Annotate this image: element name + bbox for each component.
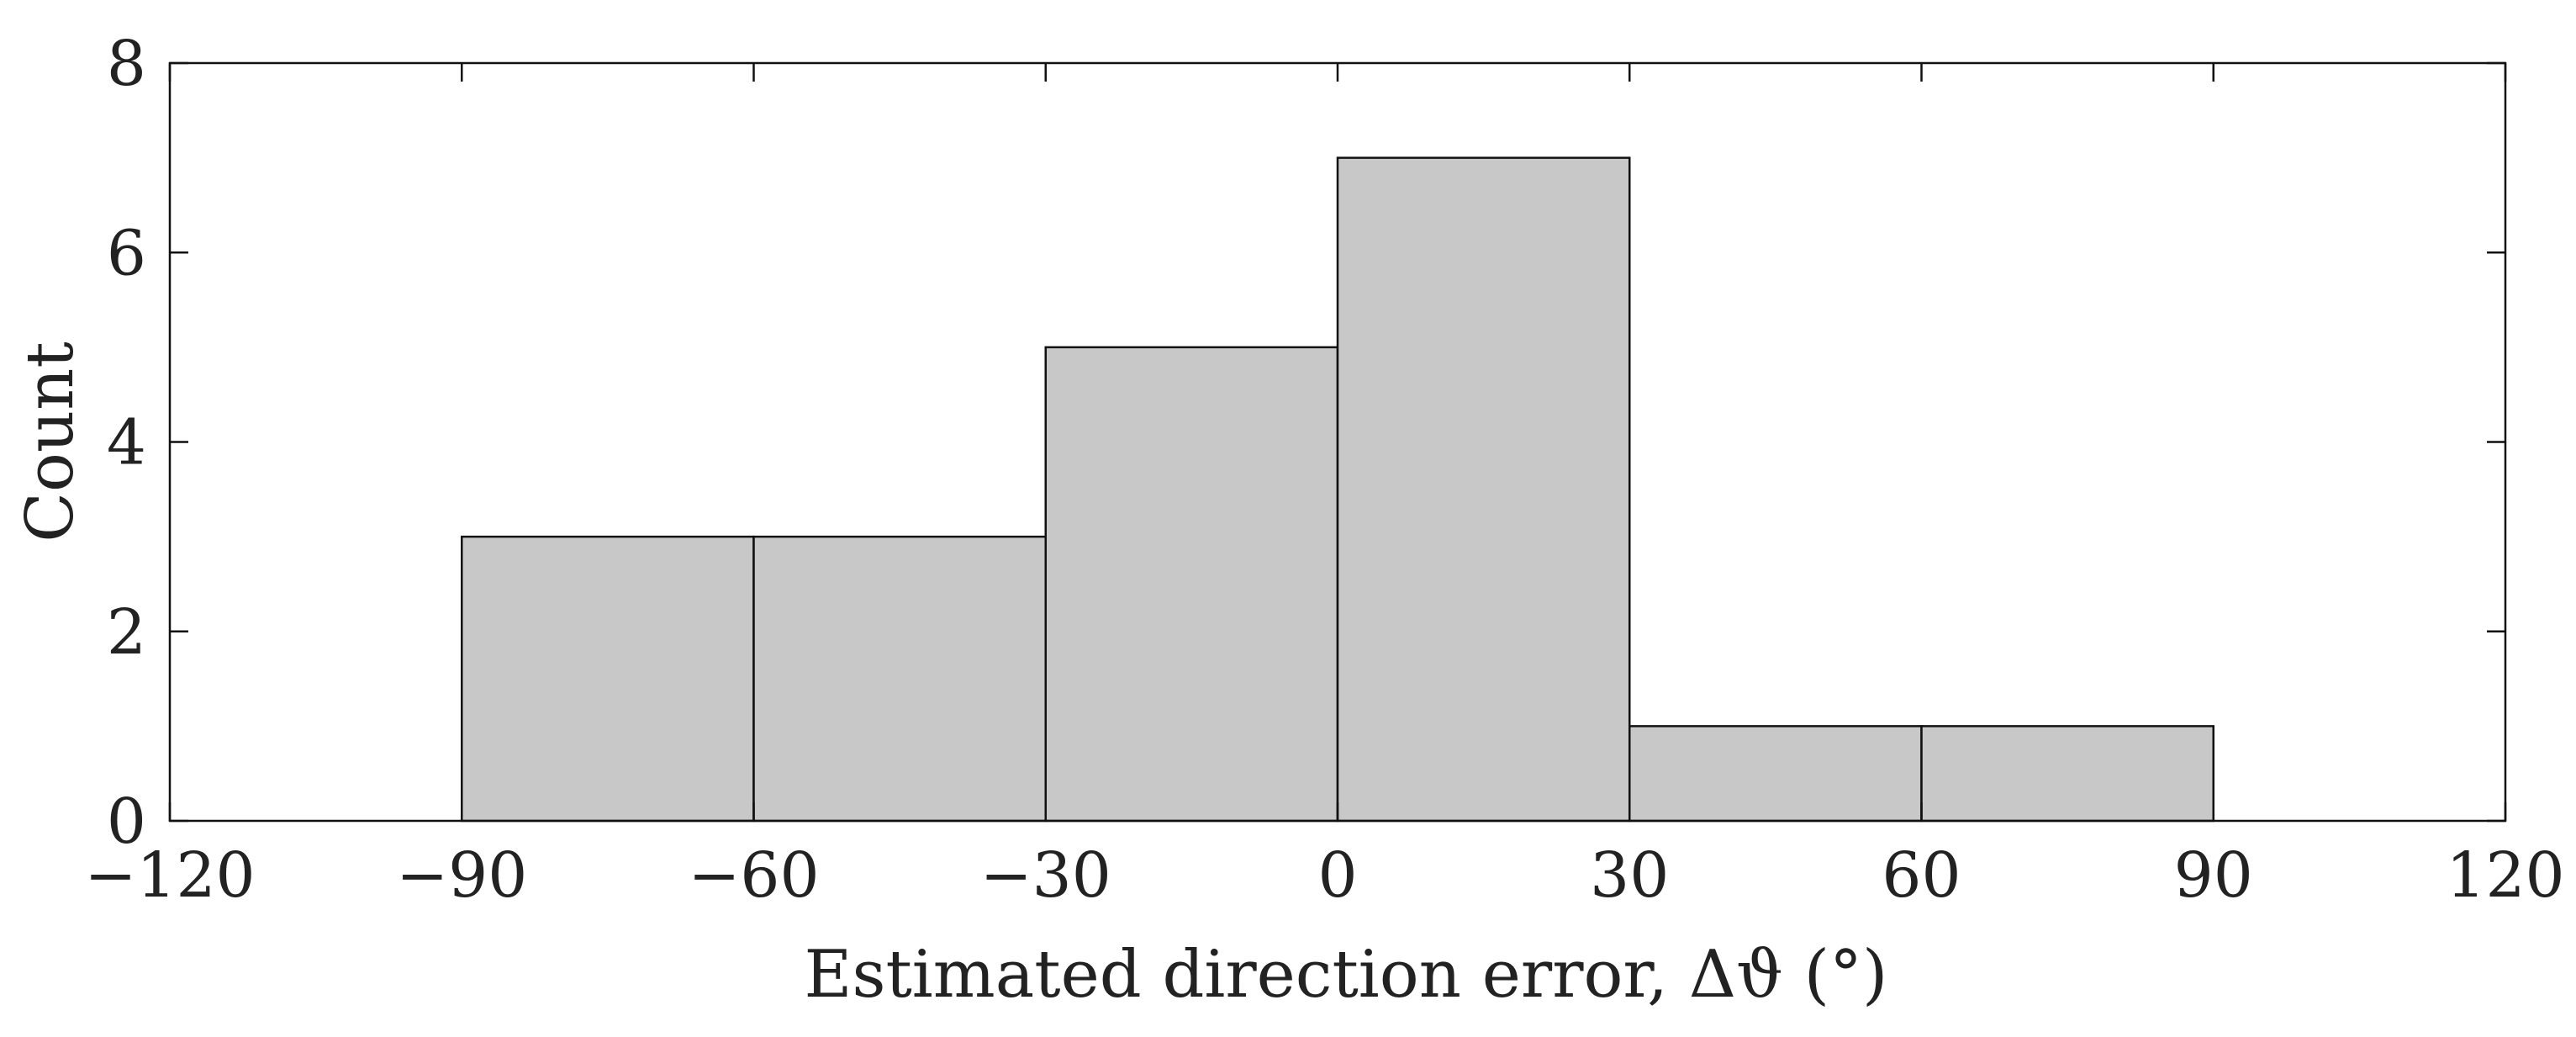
histogram-bar [461,535,755,823]
x-tick-label: −30 [980,839,1111,912]
y-tick-labels: 0 2 4 6 8 [107,28,146,858]
x-tick-labels: −120 −90 −60 −30 0 30 60 90 120 [84,839,2564,912]
x-tick-label: −90 [396,839,527,912]
y-tick-label: 0 [107,786,146,858]
histogram-bar [1044,346,1339,823]
y-tick-label: 6 [107,217,146,289]
x-tick-label: 120 [2446,839,2564,912]
x-tick-label: 0 [1317,839,1357,912]
y-tick-label: 8 [107,28,146,100]
x-tick-label: 30 [1590,839,1669,912]
y-axis-title: Count [13,341,88,542]
histogram-bar [1920,725,2214,823]
x-tick-label: 60 [1882,839,1961,912]
x-tick-label: −120 [84,839,255,912]
ticks-layer [168,61,2507,823]
histogram-bar [1336,156,1631,823]
y-tick-label: 4 [107,407,146,479]
x-tick-label: −60 [688,839,819,912]
x-tick-label: 90 [2174,839,2253,912]
x-axis-title: Estimated direction error, Δϑ (°) [805,937,1888,1013]
bars-layer [461,156,2214,823]
histogram-bar [1628,725,1923,823]
histogram-bar [752,535,1047,823]
y-tick-label: 2 [107,596,146,669]
